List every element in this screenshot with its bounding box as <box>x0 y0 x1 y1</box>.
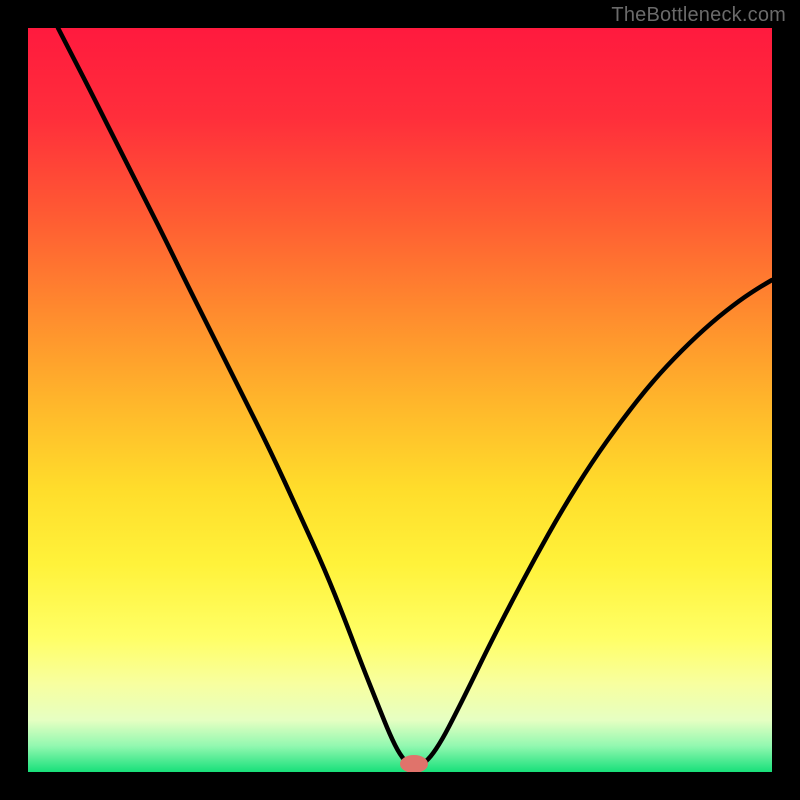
bottleneck-chart: TheBottleneck.com <box>0 0 800 800</box>
chart-svg <box>0 0 800 800</box>
chart-plot-area <box>28 28 772 772</box>
optimum-marker <box>400 755 428 773</box>
watermark-text: TheBottleneck.com <box>611 4 786 27</box>
